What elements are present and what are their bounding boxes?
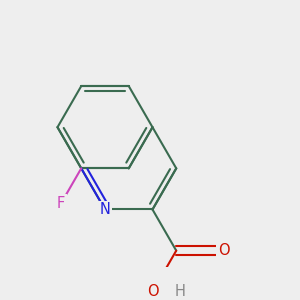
Text: H: H [175,284,185,299]
Text: F: F [57,196,65,211]
Text: O: O [218,243,230,258]
Text: O: O [147,284,158,299]
Text: N: N [100,202,110,217]
